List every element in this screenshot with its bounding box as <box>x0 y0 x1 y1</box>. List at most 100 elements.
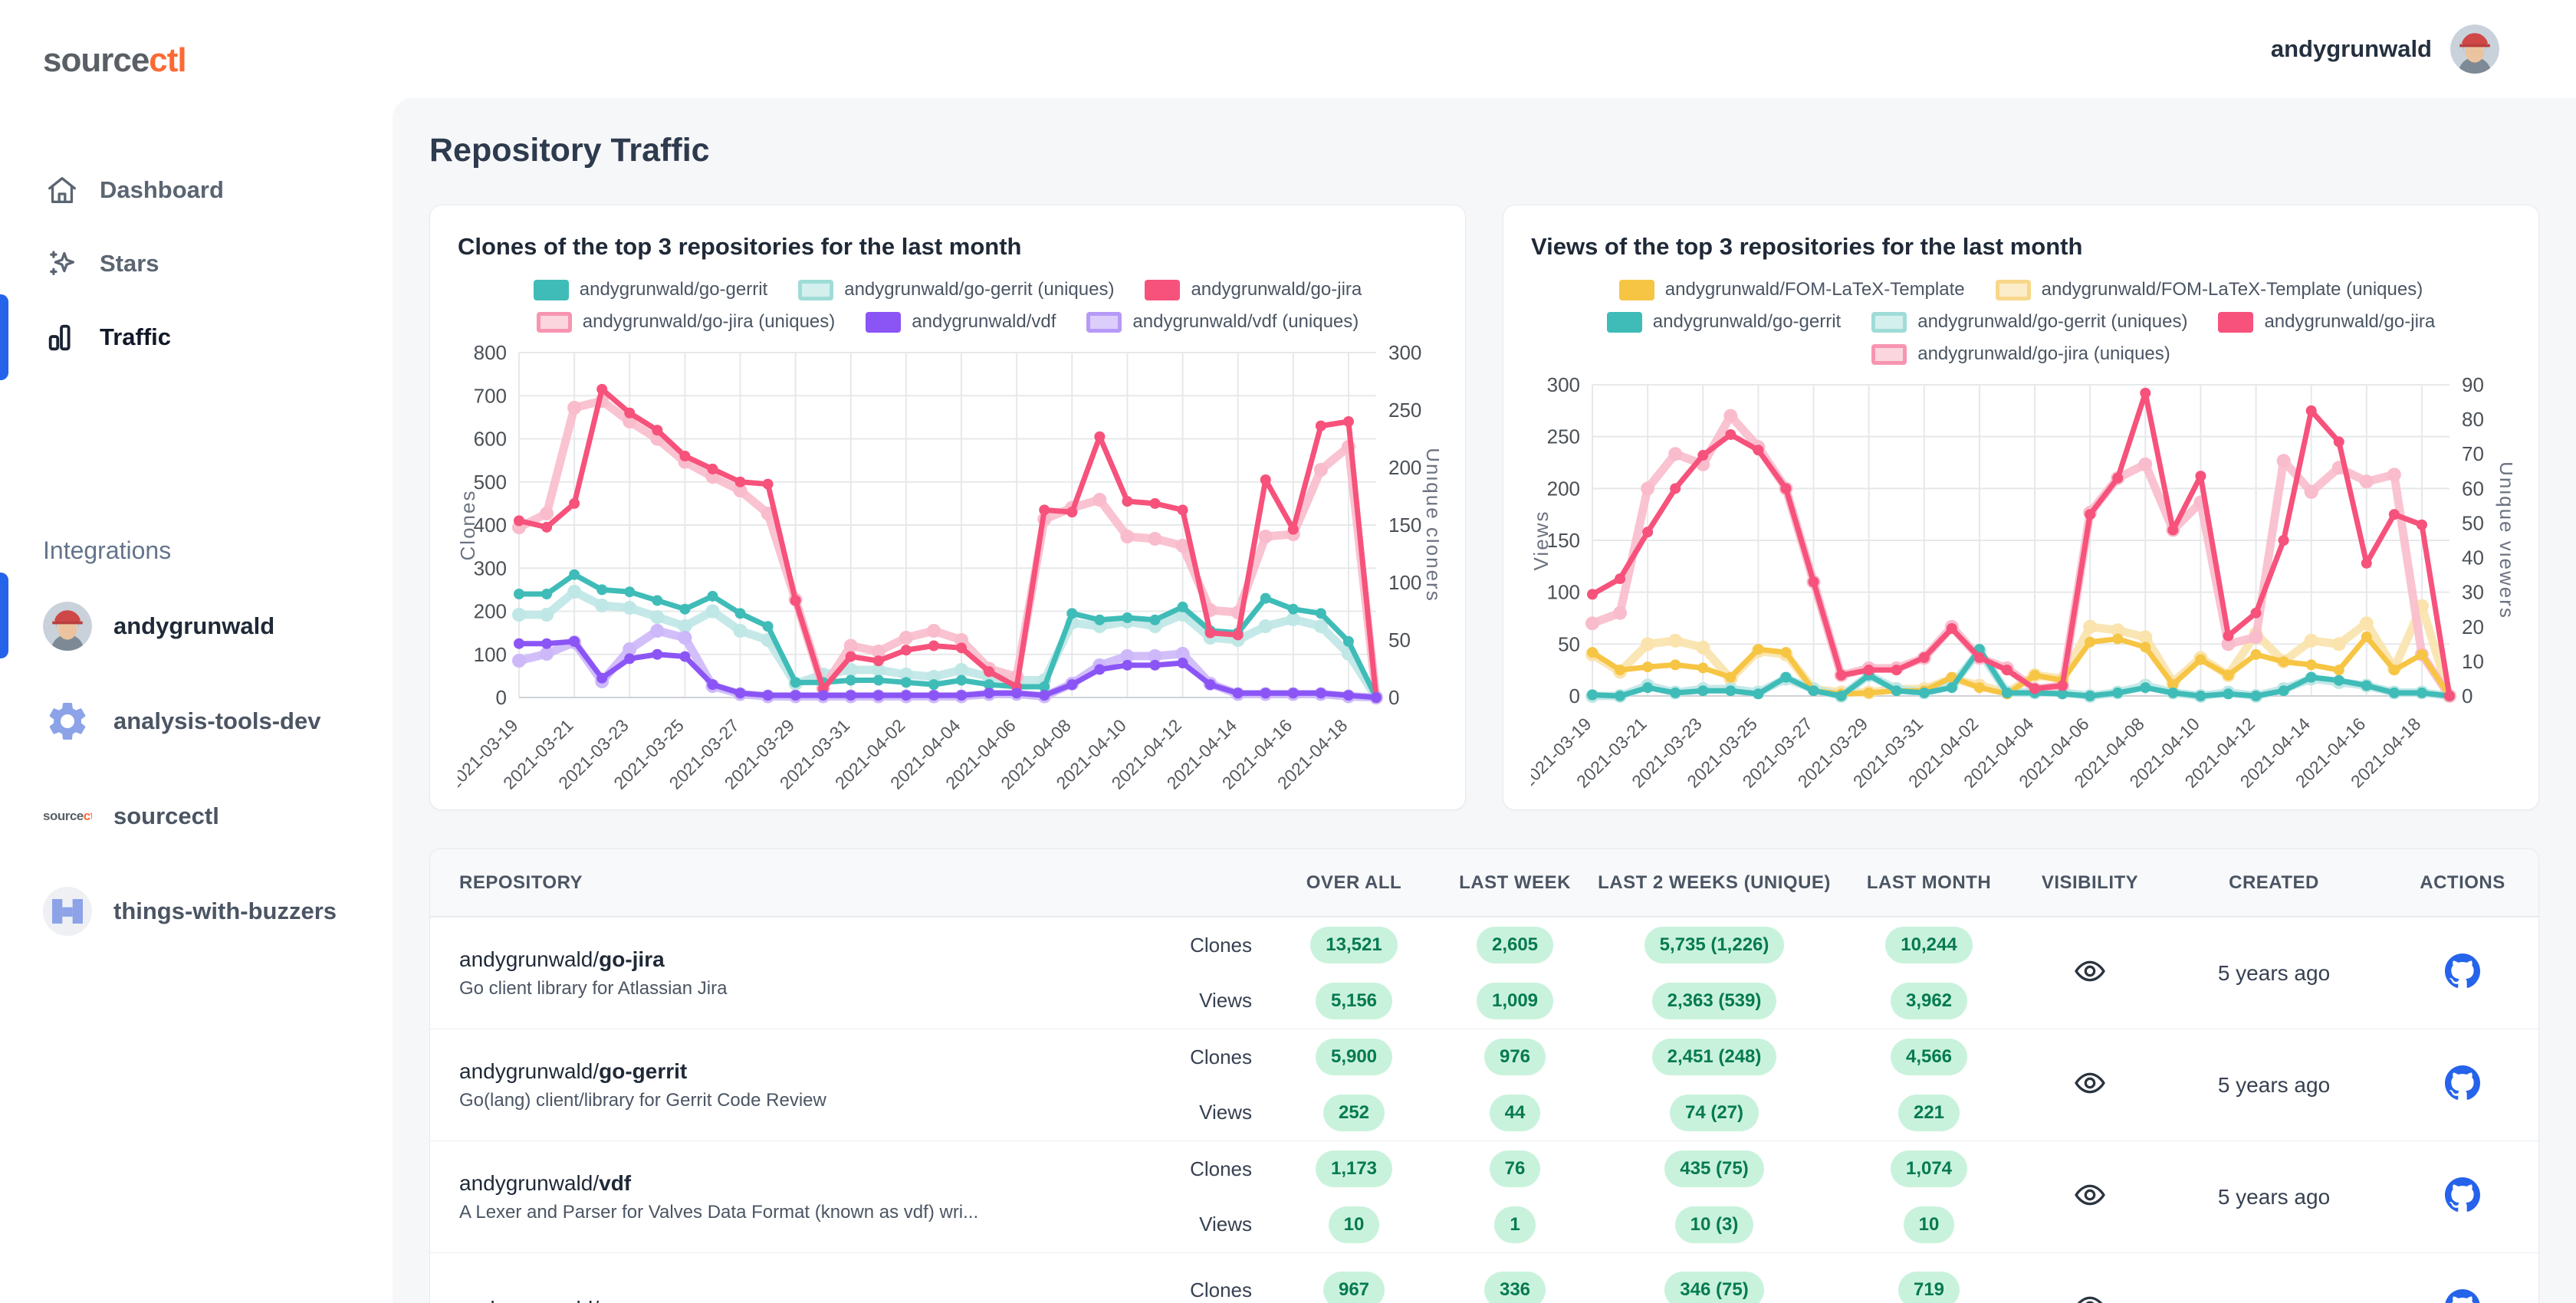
metric-cell: 252 <box>1266 1094 1442 1131</box>
column-header-last-2-weeks-unique-: LAST 2 WEEKS (UNIQUE) <box>1598 871 1831 893</box>
legend-swatch <box>1871 311 1907 333</box>
username[interactable]: andygrunwald <box>2270 35 2432 62</box>
svg-text:250: 250 <box>1388 399 1421 422</box>
main-panel: Repository Traffic Clones of the top 3 r… <box>393 98 2576 1303</box>
svg-text:150: 150 <box>1388 514 1421 537</box>
integration-item-label: analysis-tools-dev <box>113 707 321 734</box>
repo-owner: andygrunwald/ <box>459 1170 600 1195</box>
legend-item[interactable]: andygrunwald/go-gerrit <box>533 279 767 300</box>
column-header-repository: REPOSITORY <box>459 871 583 893</box>
user-avatar[interactable] <box>2450 25 2499 74</box>
legend-item[interactable]: andygrunwald/vdf <box>866 311 1056 333</box>
metric-cell: 1,074 <box>1841 1150 2017 1188</box>
eye-icon <box>2017 1290 2163 1303</box>
integration-item-label: sourcectl <box>113 802 219 829</box>
metric-cell: 10 <box>1841 1206 2017 1243</box>
sidebar-item-label: Stars <box>100 250 159 277</box>
repo-name: andygrunwald/go-jira <box>459 947 1181 972</box>
eye-icon <box>2017 1066 2163 1104</box>
svg-text:50: 50 <box>1558 632 1580 655</box>
svg-text:600: 600 <box>474 428 507 451</box>
legend-item[interactable]: andygrunwald/go-jira (uniques) <box>536 311 835 333</box>
metric-label-clones: Clones <box>1190 933 1252 957</box>
metric-badge: 346 (75) <box>1664 1272 1764 1303</box>
svg-text:300: 300 <box>474 556 507 579</box>
metric-cell: 13,521 <box>1266 927 1442 964</box>
svg-text:40: 40 <box>2462 546 2484 569</box>
svg-text:60: 60 <box>2462 477 2484 500</box>
sidebar: sourcectl Dashboard Stars Traffic Integrat… <box>0 0 393 1303</box>
integration-item-sourcectl[interactable]: sourcectl sourcectl <box>0 769 393 864</box>
legend-item[interactable]: andygrunwald/go-jira <box>1145 279 1362 300</box>
column-header-created: CREATED <box>2229 871 2319 893</box>
legend-item[interactable]: andygrunwald/go-jira (uniques) <box>1871 343 2170 365</box>
legend-item[interactable]: andygrunwald/go-gerrit (uniques) <box>1871 311 2187 333</box>
metric-label-views: Views <box>1199 1101 1252 1124</box>
metric-badge: 976 <box>1484 1039 1546 1076</box>
legend-label: andygrunwald/vdf (uniques) <box>1132 311 1359 332</box>
legend-item[interactable]: andygrunwald/FOM-LaTeX-Template (uniques… <box>1995 279 2423 300</box>
github-icon[interactable] <box>2385 1065 2538 1105</box>
integration-item-analysis-tools-dev[interactable]: analysis-tools-dev <box>0 674 393 769</box>
app-logo[interactable]: sourcectl <box>0 0 393 80</box>
legend-label: andygrunwald/vdf <box>912 311 1056 332</box>
bar-chart-icon <box>44 320 80 355</box>
metric-badge: 10,244 <box>1885 927 1973 964</box>
svg-text:200: 200 <box>474 600 507 623</box>
legend-swatch <box>2218 311 2254 333</box>
legend-item[interactable]: andygrunwald/vdf (uniques) <box>1086 311 1359 333</box>
sparkles-icon <box>44 246 80 281</box>
svg-text:100: 100 <box>1388 571 1421 594</box>
views-chart-legend: andygrunwald/FOM-LaTeX-Template andygrunw… <box>1531 279 2511 365</box>
metric-cell: 346 (75) <box>1588 1272 1841 1303</box>
integrations-list: andygrunwaldanalysis-tools-devsourcectls… <box>0 573 393 959</box>
metric-cell: 976 <box>1442 1039 1588 1076</box>
column-header-over-all: OVER ALL <box>1306 871 1402 893</box>
svg-text:0: 0 <box>2462 684 2472 707</box>
sidebar-item-traffic[interactable]: Traffic <box>0 294 393 380</box>
repo-cell: andygrunwald/… <box>430 1297 1181 1303</box>
legend-label: andygrunwald/go-gerrit <box>1652 311 1842 332</box>
metric-badge: 967 <box>1322 1272 1385 1303</box>
table-row: andygrunwald/go-gerrit Go(lang) client/li… <box>430 1029 2538 1141</box>
legend-item[interactable]: andygrunwald/FOM-LaTeX-Template <box>1618 279 1965 300</box>
integration-item-things-with-buzzers[interactable]: things-with-buzzers <box>0 864 393 959</box>
github-icon[interactable] <box>2385 1177 2538 1217</box>
legend-label: andygrunwald/FOM-LaTeX-Template <box>1664 279 1965 300</box>
created-at: 5 years ago <box>2217 1072 2331 1097</box>
metric-badge: 76 <box>1489 1150 1541 1188</box>
metric-badge: 10 (3) <box>1674 1206 1754 1243</box>
legend-item[interactable]: andygrunwald/go-gerrit <box>1606 311 1842 333</box>
sidebar-item-stars[interactable]: Stars <box>0 227 393 300</box>
column-header-visibility: VISIBILITY <box>2041 871 2139 893</box>
metric-cell: 5,156 <box>1266 982 1442 1019</box>
metric-badge: 252 <box>1322 1094 1385 1131</box>
column-header-last-week: LAST WEEK <box>1459 871 1571 893</box>
integration-item-andygrunwald[interactable]: andygrunwald <box>0 573 393 674</box>
legend-item[interactable]: andygrunwald/go-gerrit (uniques) <box>798 279 1114 300</box>
repo-cell: andygrunwald/go-gerrit Go(lang) client/li… <box>430 1059 1181 1111</box>
sidebar-item-label: Dashboard <box>100 176 224 203</box>
svg-text:30: 30 <box>2462 581 2484 604</box>
metric-badge: 719 <box>1898 1272 1960 1303</box>
repo-description: Go(lang) client/library for Gerrit Code … <box>459 1089 826 1111</box>
metric-cell: 10 <box>1266 1206 1442 1243</box>
metric-cell: 2,451 (248) <box>1588 1039 1841 1076</box>
sidebar-item-dashboard[interactable]: Dashboard <box>0 153 393 227</box>
views-chart-card: Views of the top 3 repositories for the … <box>1503 205 2539 810</box>
sourcectl-logo: sourcectl <box>43 809 92 823</box>
repo-short-name: vdf <box>599 1170 632 1195</box>
logo-text-ctl: ctl <box>149 41 186 79</box>
legend-label: andygrunwald/go-jira <box>1191 279 1362 300</box>
column-header-actions: ACTIONS <box>2420 871 2505 893</box>
main-nav: Dashboard Stars Traffic <box>0 153 393 380</box>
metric-badge: 10 <box>1903 1206 1955 1243</box>
topbar: andygrunwald <box>393 0 2576 98</box>
metric-badge: 1,173 <box>1315 1150 1393 1188</box>
metric-cell: 1,173 <box>1266 1150 1442 1188</box>
avatar-photo-icon <box>2450 25 2499 74</box>
legend-item[interactable]: andygrunwald/go-jira <box>2218 311 2435 333</box>
github-icon[interactable] <box>2385 1288 2538 1303</box>
svg-text:70: 70 <box>2462 442 2484 465</box>
github-icon[interactable] <box>2385 953 2538 993</box>
